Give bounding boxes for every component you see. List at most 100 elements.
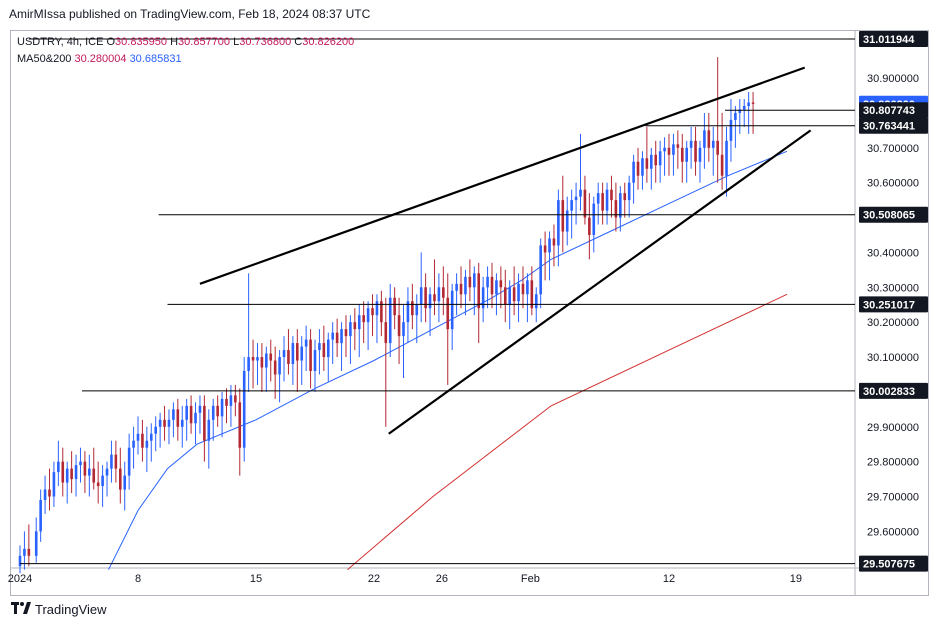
candle-body bbox=[203, 405, 206, 441]
candle-body bbox=[433, 294, 436, 302]
candle-body bbox=[318, 343, 321, 351]
candle-body bbox=[698, 147, 702, 162]
candle-body bbox=[220, 398, 224, 417]
candle-body bbox=[34, 531, 38, 556]
y-tick-label: 30.400000 bbox=[867, 247, 919, 259]
candle-body bbox=[694, 140, 697, 162]
candle-body bbox=[610, 189, 613, 201]
candle-body bbox=[565, 210, 569, 232]
candle-body bbox=[742, 105, 746, 110]
candle-body bbox=[402, 322, 405, 337]
candle-body bbox=[450, 290, 454, 330]
candle-body bbox=[495, 280, 498, 295]
candle-body bbox=[393, 297, 396, 316]
candle-body bbox=[583, 189, 587, 218]
candle-body bbox=[579, 189, 582, 197]
candle-body bbox=[167, 419, 171, 427]
candle-body bbox=[172, 409, 175, 420]
candle-body bbox=[114, 454, 118, 469]
candle-body bbox=[716, 140, 719, 155]
candle-body bbox=[473, 273, 476, 288]
candle-body bbox=[406, 301, 410, 323]
candle-body bbox=[543, 245, 547, 253]
candle-body bbox=[711, 140, 715, 148]
candle-body bbox=[632, 161, 635, 183]
level-price-badge bbox=[859, 117, 928, 134]
x-tick-label: 12 bbox=[663, 573, 675, 585]
ohlc-legend: USDTRY, 4h, ICE O30.835950 H30.857700 L3… bbox=[17, 36, 354, 48]
x-tick-label: 26 bbox=[436, 573, 448, 585]
candle-body bbox=[592, 203, 596, 235]
candle-body bbox=[141, 433, 144, 448]
candle-body bbox=[101, 475, 104, 487]
close-value: 30.826200 bbox=[302, 36, 355, 48]
ma-legend: MA50&200 30.280004 30.685831 bbox=[17, 53, 182, 65]
candle-body bbox=[411, 301, 414, 316]
tradingview-name: TradingView bbox=[35, 601, 107, 617]
candle-body bbox=[61, 461, 65, 483]
symbol-label: USDTRY, 4h, ICE bbox=[17, 36, 104, 48]
upper-wedge-line bbox=[199, 66, 806, 285]
candle-body bbox=[415, 304, 419, 316]
level-price-badge bbox=[859, 296, 928, 313]
candle-body bbox=[105, 468, 109, 476]
candle-body bbox=[512, 287, 516, 302]
candle-body bbox=[344, 329, 348, 337]
tradingview-brand[interactable]: TradingView bbox=[11, 601, 107, 617]
ma50-value: 30.280004 bbox=[74, 53, 127, 65]
candle-body bbox=[486, 276, 489, 288]
candle-body bbox=[676, 144, 680, 148]
x-tick-label: 2024 bbox=[8, 573, 32, 585]
candle-body bbox=[322, 343, 326, 358]
candle-body bbox=[384, 322, 388, 344]
candle-body bbox=[110, 454, 113, 469]
candle-body bbox=[39, 500, 42, 532]
candle-body bbox=[552, 238, 556, 246]
level-price-label: 30.763441 bbox=[863, 121, 915, 133]
candle-body bbox=[397, 315, 401, 337]
candle-body bbox=[685, 147, 688, 162]
candle-body bbox=[326, 339, 330, 358]
candle-body bbox=[442, 287, 445, 298]
candle-body bbox=[464, 276, 467, 295]
candle-body bbox=[703, 130, 706, 148]
candle-body bbox=[366, 308, 370, 323]
candle-body bbox=[357, 315, 361, 330]
y-tick-label: 29.900000 bbox=[867, 422, 919, 434]
candle-body bbox=[27, 548, 31, 556]
candle-body bbox=[654, 154, 658, 166]
candle-body bbox=[225, 398, 228, 406]
candle-body bbox=[304, 339, 308, 347]
candle-body bbox=[57, 461, 60, 473]
candle-body bbox=[331, 332, 334, 340]
level-price-badge bbox=[859, 102, 928, 119]
ma-label: MA50&200 bbox=[17, 53, 72, 65]
candle-body bbox=[127, 447, 131, 476]
open-value: 30.835950 bbox=[115, 36, 168, 48]
candle-body bbox=[96, 482, 100, 487]
candle-body bbox=[605, 189, 609, 211]
candle-body bbox=[238, 402, 242, 448]
candle-body bbox=[614, 200, 618, 218]
candle-body bbox=[459, 283, 463, 295]
close-label: C bbox=[294, 36, 303, 48]
candle-body bbox=[650, 154, 653, 169]
candle-body bbox=[23, 548, 26, 556]
candle-body bbox=[185, 405, 188, 420]
open-label: O bbox=[106, 36, 116, 48]
publish-header: AmirMIssa published on TradingView.com, … bbox=[9, 7, 371, 21]
candle-body bbox=[388, 297, 392, 344]
candle-body bbox=[419, 287, 423, 305]
candle-body bbox=[291, 343, 295, 365]
ma50-line bbox=[108, 150, 788, 570]
candle-body bbox=[689, 140, 693, 148]
candle-body bbox=[570, 200, 573, 211]
y-tick-label: 30.100000 bbox=[867, 352, 919, 364]
candle-body bbox=[539, 245, 542, 295]
candle-body bbox=[623, 193, 627, 201]
y-tick-label: 29.800000 bbox=[867, 457, 919, 469]
candle-body bbox=[424, 287, 427, 309]
candle-body bbox=[720, 154, 724, 176]
candle-body bbox=[296, 343, 299, 361]
